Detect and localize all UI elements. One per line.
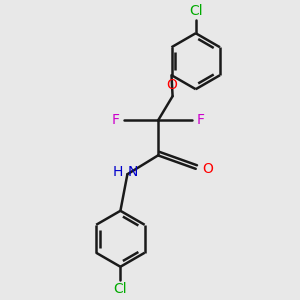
Text: O: O	[166, 78, 177, 92]
Text: H: H	[113, 165, 123, 179]
Text: F: F	[112, 113, 120, 128]
Text: F: F	[196, 113, 204, 128]
Text: O: O	[202, 162, 213, 176]
Text: Cl: Cl	[114, 282, 127, 296]
Text: N: N	[128, 165, 138, 179]
Text: Cl: Cl	[189, 4, 202, 18]
